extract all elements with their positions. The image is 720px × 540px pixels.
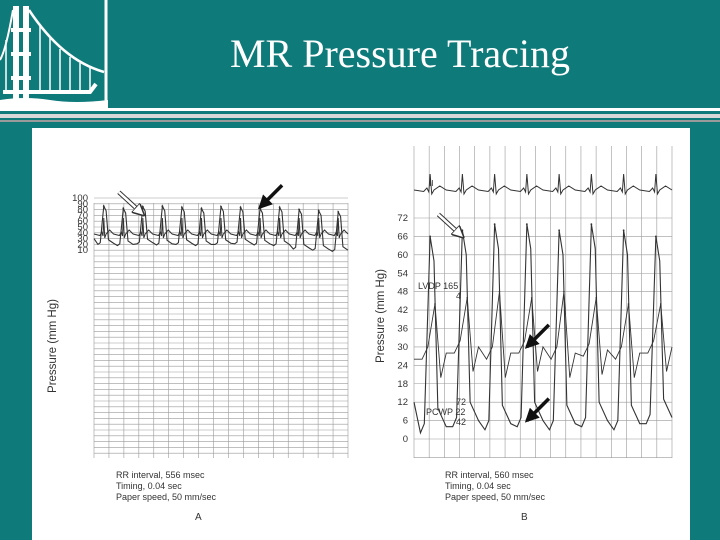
panel-a-ytick-label: 20: [77, 239, 88, 250]
panel-b-ecg-line: [413, 173, 673, 196]
panel-b-ytick-label: 48: [397, 287, 408, 298]
panel-a-systolic-peak: [298, 208, 301, 211]
panel-b-ytick-label: 18: [397, 379, 408, 390]
slide-title: MR Pressure Tracing: [229, 31, 571, 76]
panel-a-ytick-label: 30: [77, 234, 88, 245]
panel-a-ylabel: Pressure (mm Hg): [47, 299, 59, 393]
panel-b-ytick-label: 6: [403, 416, 408, 427]
panel-a-ytick-label: 40: [77, 228, 88, 239]
panel-a-systolic-peak: [141, 205, 144, 208]
pcwp-label: PCWP 22: [426, 407, 465, 417]
panel-a-systolic-peak: [200, 207, 203, 210]
panel-a-note-2: Timing, 0.04 sec: [116, 481, 182, 491]
panel-b-ytick-label: 54: [397, 268, 408, 279]
panel-b-ylabel: Pressure (mm Hg): [375, 269, 387, 363]
panel-a-systolic-peak: [317, 209, 320, 212]
panel-b-ecg: [413, 173, 673, 196]
panel-b-ytick-label: 12: [397, 397, 408, 408]
panel-b-v-wave-peak: [530, 297, 533, 299]
panel-b-lv-pressure-line: [413, 224, 673, 435]
panel-b-v-wave-peak: [466, 297, 469, 299]
panel-b-ytick-label: 30: [397, 342, 408, 353]
panel-b-systolic-peak: [493, 223, 496, 226]
panel-b-v-wave-peak: [563, 290, 565, 293]
panel-b-v-wave-peak: [434, 303, 436, 305]
panel-b-v-wave-peak: [595, 297, 598, 299]
panel-b-arrow-black: [524, 323, 551, 349]
panel-a-systolic-peak: [181, 206, 183, 209]
panel-a-systolic-peak: [102, 205, 105, 208]
panel-b-note-3: Paper speed, 50 mm/sec: [445, 492, 546, 502]
panel-a-grid: [93, 197, 349, 458]
panel-a-note-1: RR interval, 556 msec: [116, 470, 205, 480]
panel-b-arrow-white: [437, 213, 462, 236]
panel-b-systolic-peak: [654, 235, 657, 238]
panel-b-systolic-peak: [525, 223, 528, 226]
panel-b-ecg-label: II: [429, 179, 433, 188]
lvdp-label: LVDP 165: [418, 281, 458, 291]
panel-a-arrows: [117, 184, 284, 214]
panel-a-arrow-white: [118, 191, 143, 214]
panel-a-ytick-label: 90: [77, 199, 88, 210]
panel-b-v-wave-peak: [659, 303, 662, 305]
panel-b-systolic-peak: [461, 229, 464, 232]
panel-a-ytick-label: 10: [77, 245, 88, 256]
panel-a-ytick-label: 80: [77, 205, 88, 216]
pcwp-bottom: 42: [456, 417, 466, 427]
panel-a-systolic-peak: [278, 206, 281, 209]
panel-b-v-wave-peak: [498, 290, 501, 293]
title-divider: [0, 108, 720, 122]
panel-b-ytick-label: 42: [397, 305, 408, 316]
panel-b-note-1: RR interval, 560 msec: [445, 470, 534, 480]
panel-b-ytick-label: 72: [397, 213, 408, 224]
panel-b-systolic-peak: [622, 229, 625, 232]
panel-b-systolic-peak: [590, 223, 593, 226]
panel-b-y-ticks: 0 6 12 18 24 30 36 42 48 54 60 66 72: [397, 213, 408, 445]
panel-a-systolic-peak: [122, 207, 125, 210]
panel-b-systolic-peak: [429, 235, 432, 238]
panel-b-pcwp-trace: [414, 290, 673, 378]
panel-b-ytick-label: 60: [397, 250, 408, 261]
panel-a-ytick-label: 70: [77, 210, 88, 221]
figure-panel: 10 20 30 40 50 60 70 80 90 100 Pressure (mm Hg) R…: [32, 128, 690, 540]
panel-b-systolic-peak: [558, 229, 561, 232]
panel-b-arrow-black: [524, 397, 551, 423]
panel-b-ytick-label: 36: [397, 324, 408, 335]
pcwp-top: 72: [456, 397, 466, 407]
panel-b-ytick-label: 66: [397, 231, 408, 242]
panel-a-systolic-peak: [239, 206, 242, 209]
panel-a-note-3: Paper speed, 50 mm/sec: [116, 492, 217, 502]
panel-b-ytick-label: 0: [403, 434, 408, 445]
panel-b-pcwp-line: [414, 291, 673, 378]
panel-a-systolic-peak: [337, 211, 340, 213]
panel-a-ytick-label: 60: [77, 216, 88, 227]
lvdp-value: 4: [456, 291, 461, 301]
panel-a-systolic-peak: [161, 205, 164, 208]
panel-b-ytick-label: 24: [397, 360, 408, 371]
golden-gate-bridge-icon: [0, 0, 108, 108]
panel-b-arrows: [436, 212, 551, 423]
panel-a-label: A: [195, 512, 202, 523]
panel-a-ytick-label: 50: [77, 222, 88, 233]
panel-b-label: B: [521, 512, 528, 523]
panel-b-note-2: Timing, 0.04 sec: [445, 481, 511, 491]
panel-b-v-wave-peak: [627, 303, 630, 305]
panel-a-ytick-label: 100: [72, 193, 88, 204]
panel-b-lv-trace: [413, 223, 673, 435]
panel-a-systolic-peak: [220, 205, 222, 208]
panel-a-trace: [93, 204, 349, 253]
panel-a-arrow-black: [258, 184, 284, 210]
